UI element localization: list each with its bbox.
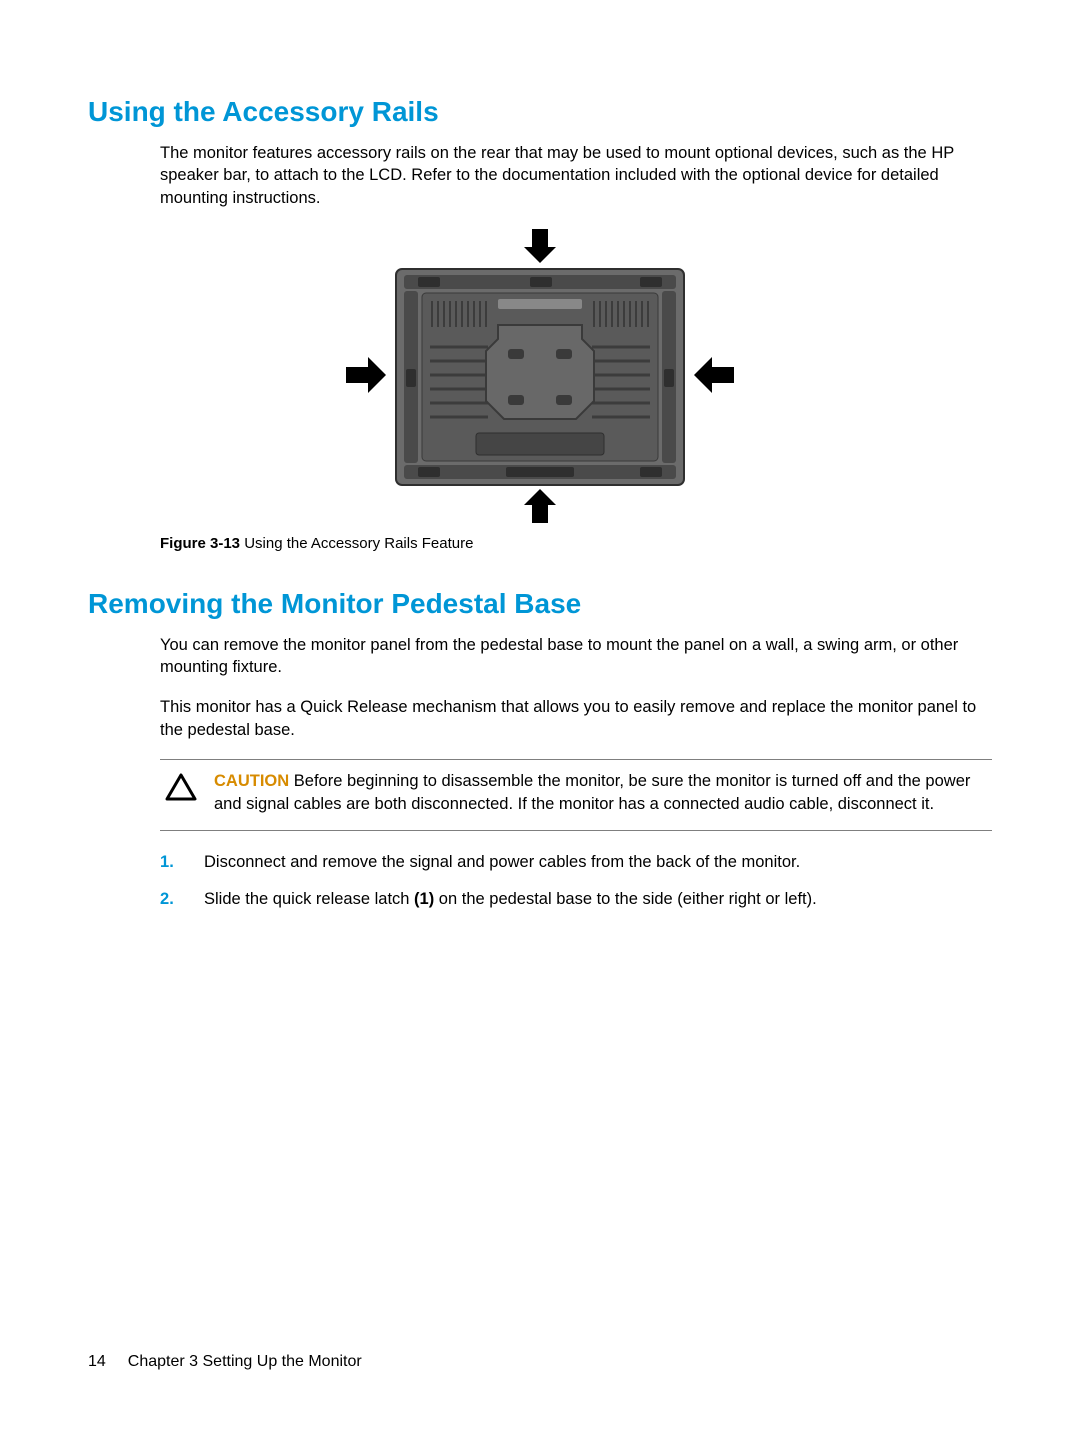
monitor-rear-diagram (320, 227, 760, 527)
caution-label: CAUTION (214, 772, 289, 790)
page-number: 14 (88, 1353, 106, 1371)
figure-caption: Figure 3-13 Using the Accessory Rails Fe… (160, 535, 992, 552)
caution-box: CAUTION Before beginning to disassemble … (160, 759, 992, 831)
steps-list: Disconnect and remove the signal and pow… (160, 851, 992, 911)
para-accessory-rails: The monitor features accessory rails on … (160, 142, 992, 209)
heading-remove-pedestal: Removing the Monitor Pedestal Base (88, 588, 992, 620)
figure-3-13 (160, 227, 920, 527)
step-1: Disconnect and remove the signal and pow… (160, 851, 992, 874)
caution-body: Before beginning to disassemble the moni… (214, 772, 970, 813)
heading-accessory-rails: Using the Accessory Rails (88, 96, 992, 128)
para-remove-2: This monitor has a Quick Release mechani… (160, 696, 992, 741)
chapter-label: Chapter 3 Setting Up the Monitor (128, 1353, 362, 1370)
caution-icon (164, 770, 198, 807)
figure-caption-text: Using the Accessory Rails Feature (240, 535, 473, 552)
caution-text: CAUTION Before beginning to disassemble … (214, 770, 988, 816)
figure-label: Figure 3-13 (160, 535, 240, 552)
step-2: Slide the quick release latch (1) on the… (160, 888, 992, 911)
para-remove-1: You can remove the monitor panel from th… (160, 634, 992, 679)
page-footer: 14 Chapter 3 Setting Up the Monitor (88, 1353, 362, 1371)
